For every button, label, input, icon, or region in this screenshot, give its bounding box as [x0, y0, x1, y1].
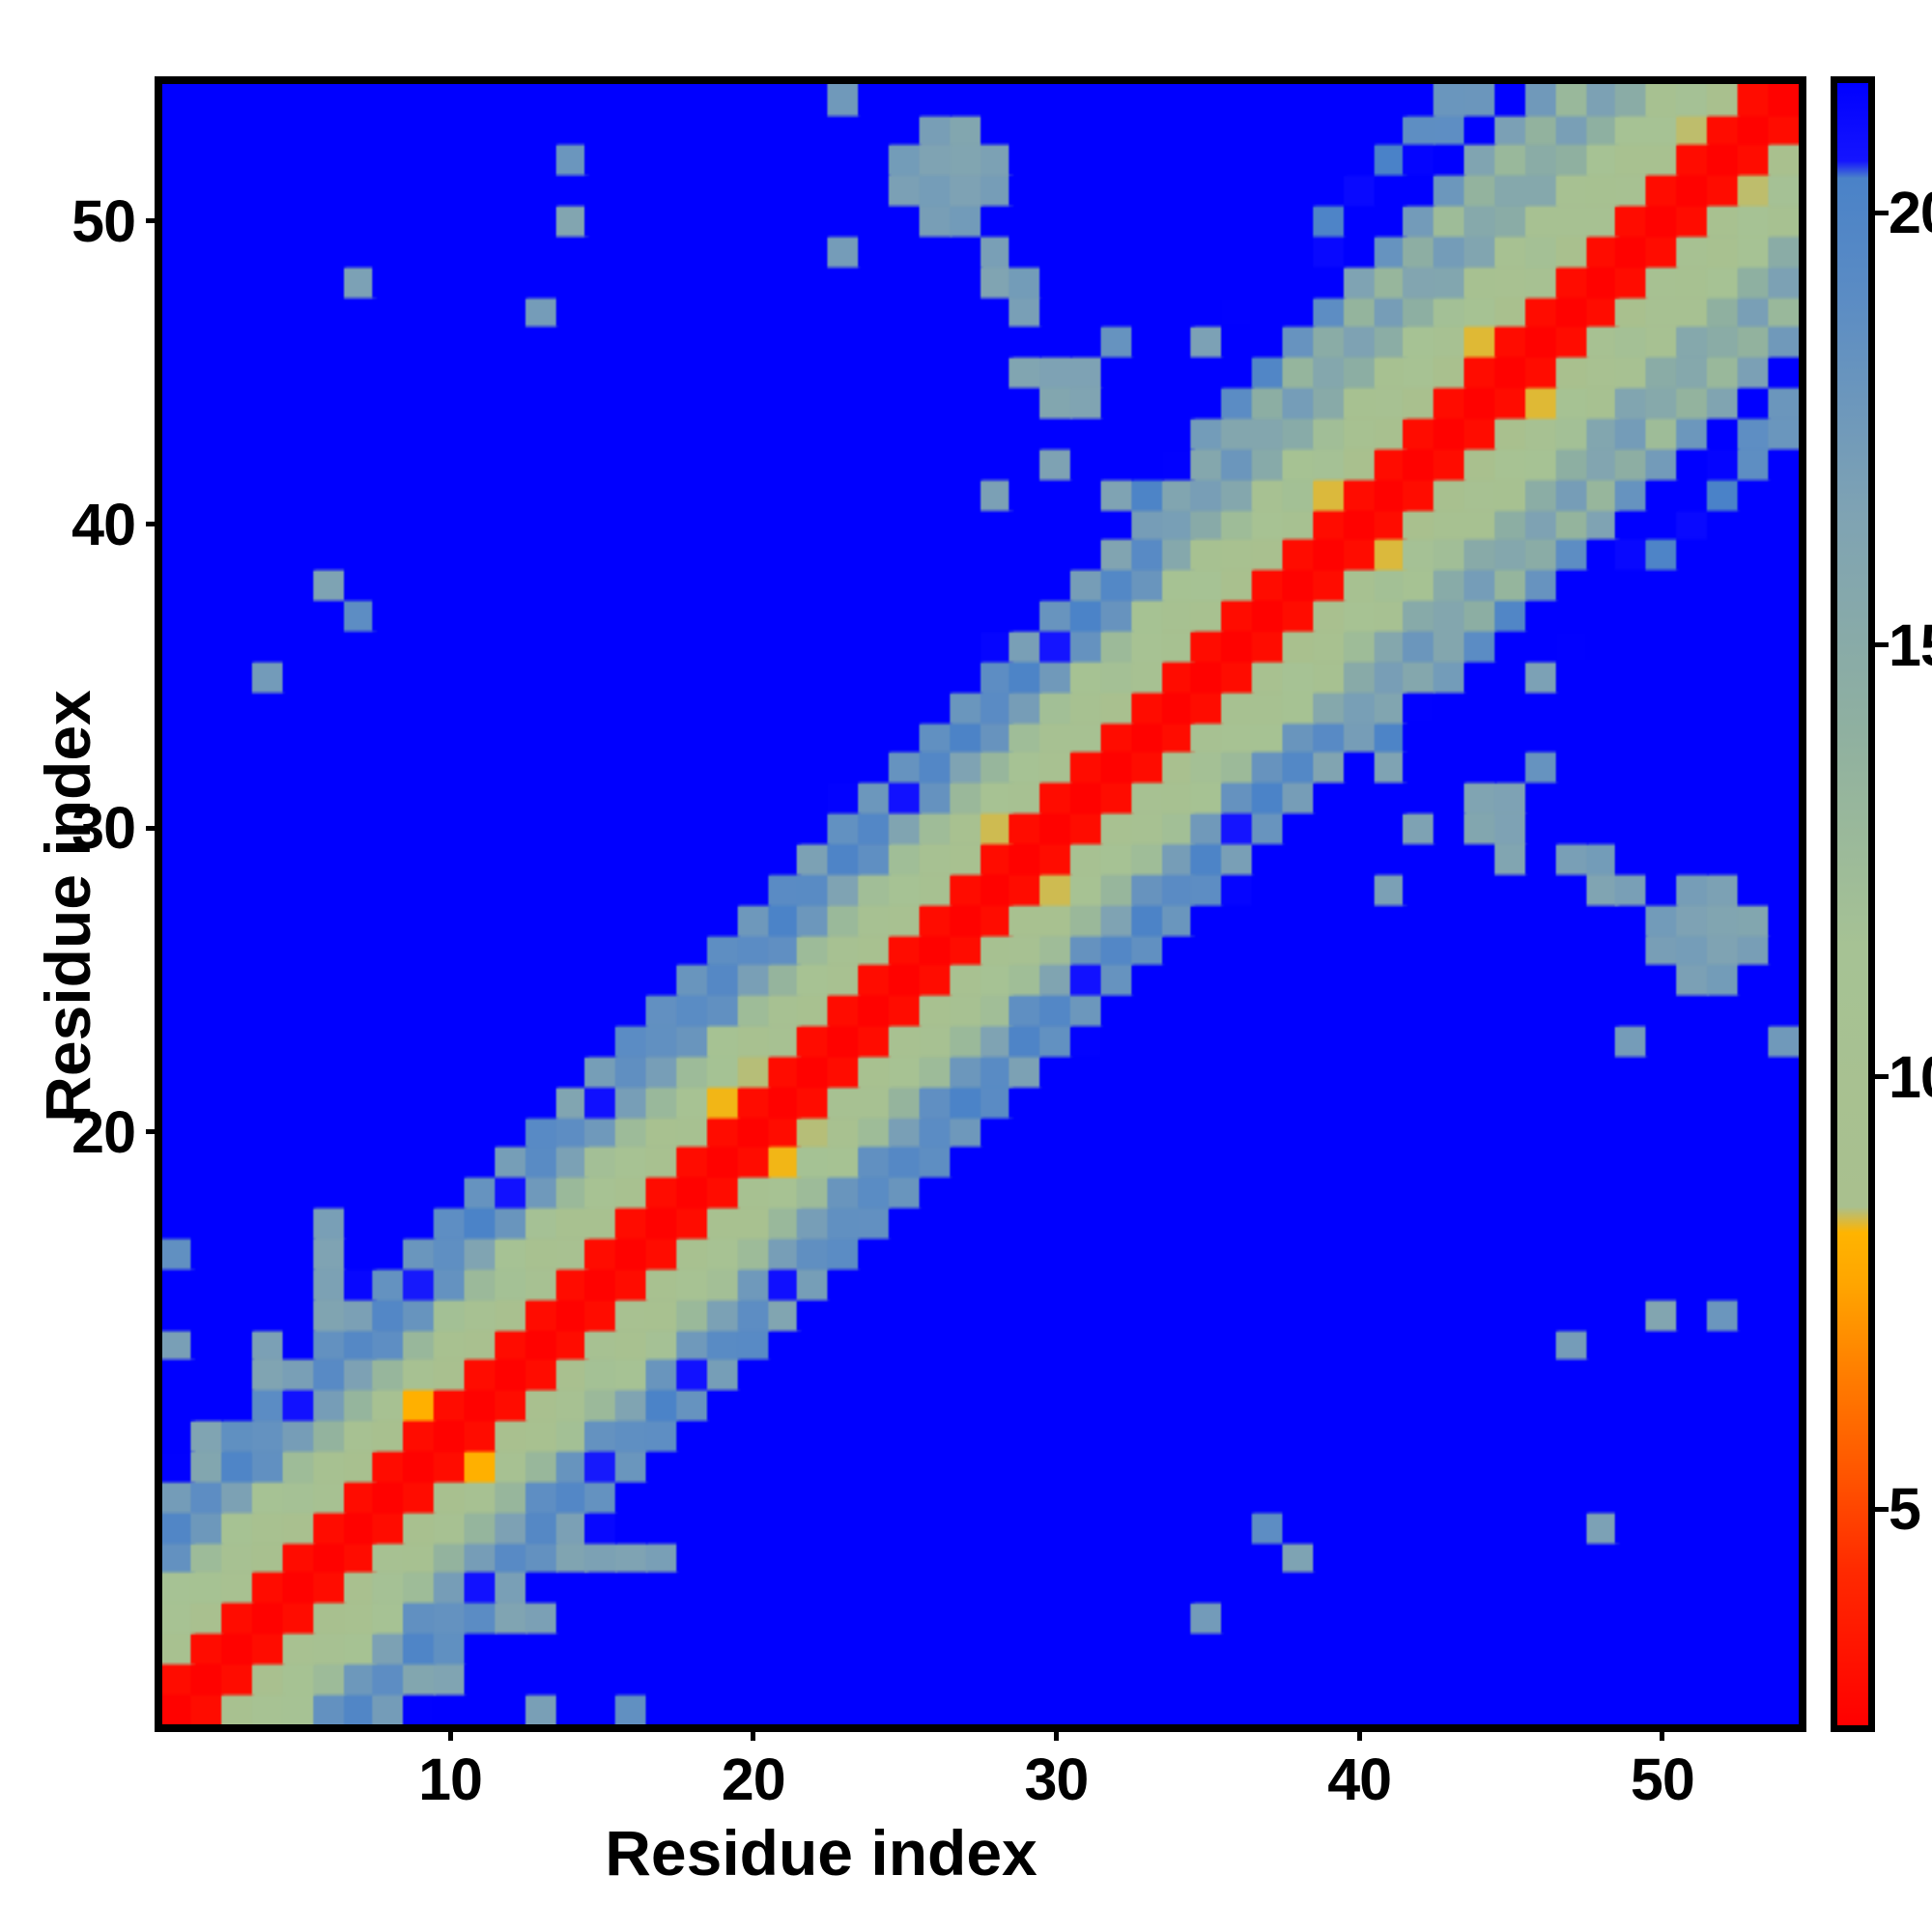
x-axis-title-text: Residue index: [605, 1817, 1037, 1889]
x-tick-label: 50: [1630, 1747, 1695, 1812]
y-tick-mark: [146, 522, 162, 527]
x-tick-mark: [447, 1724, 453, 1741]
x-tick-mark: [1053, 1724, 1059, 1741]
x-tick-label: 40: [1327, 1747, 1392, 1812]
colorbar-gradient: [1837, 83, 1868, 1725]
colorbar-tick-mark: [1873, 1074, 1889, 1080]
colorbar-tick-label: 20: [1889, 180, 1932, 246]
y-tick-label: 50: [71, 187, 136, 254]
x-tick-label: 30: [1024, 1747, 1089, 1812]
y-tick-label: 30: [71, 795, 136, 862]
heatmap-plot-area: [155, 76, 1806, 1732]
x-axis-title: Residue index: [0, 1816, 1932, 1889]
x-tick-mark: [1660, 1724, 1665, 1741]
x-tick-label: 20: [721, 1747, 786, 1812]
y-tick-label: 20: [71, 1098, 136, 1165]
colorbar-tick-mark: [1873, 1506, 1889, 1512]
heatmap-image: [162, 84, 1799, 1724]
x-tick-mark: [1356, 1724, 1362, 1741]
colorbar-tick-mark: [1873, 210, 1889, 215]
colorbar: [1831, 76, 1875, 1732]
y-tick-mark: [146, 825, 162, 831]
x-tick-label: 10: [418, 1747, 483, 1812]
colorbar-tick-mark: [1873, 642, 1889, 648]
x-tick-mark: [751, 1724, 756, 1741]
y-tick-label: 40: [71, 491, 136, 557]
colorbar-tick-label: 15: [1889, 611, 1932, 678]
colorbar-tick-label: 10: [1889, 1043, 1932, 1110]
y-tick-mark: [146, 1129, 162, 1135]
colorbar-tick-label: 5: [1889, 1476, 1921, 1543]
y-tick-mark: [146, 218, 162, 223]
y-axis-title: Residue index: [32, 690, 103, 1122]
